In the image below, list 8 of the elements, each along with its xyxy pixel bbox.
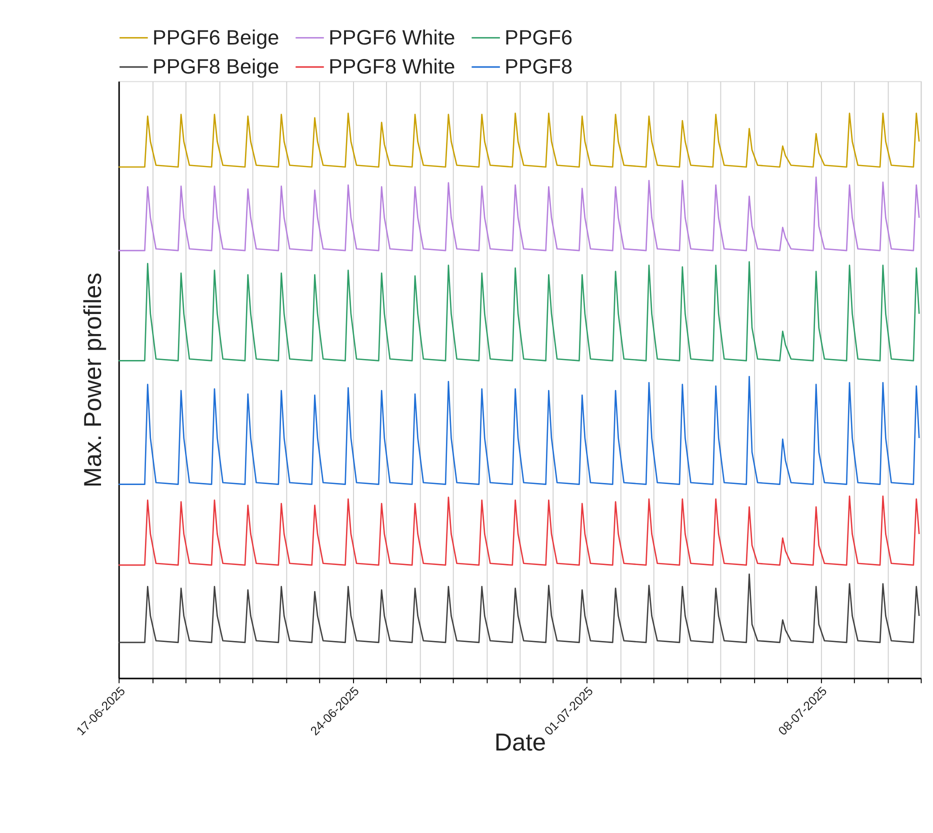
legend-label: PPGF6 [504, 26, 573, 50]
legend-label: PPGF6 Beige [152, 26, 280, 50]
legend-label: PPGF6 White [328, 26, 456, 50]
legend-label: PPGF8 [504, 56, 573, 79]
legend-label: PPGF8 Beige [152, 56, 280, 79]
x-axis-title: Date [494, 729, 546, 756]
legend-label: PPGF8 White [328, 56, 456, 79]
y-axis-title: Max. Power profiles [80, 272, 108, 488]
